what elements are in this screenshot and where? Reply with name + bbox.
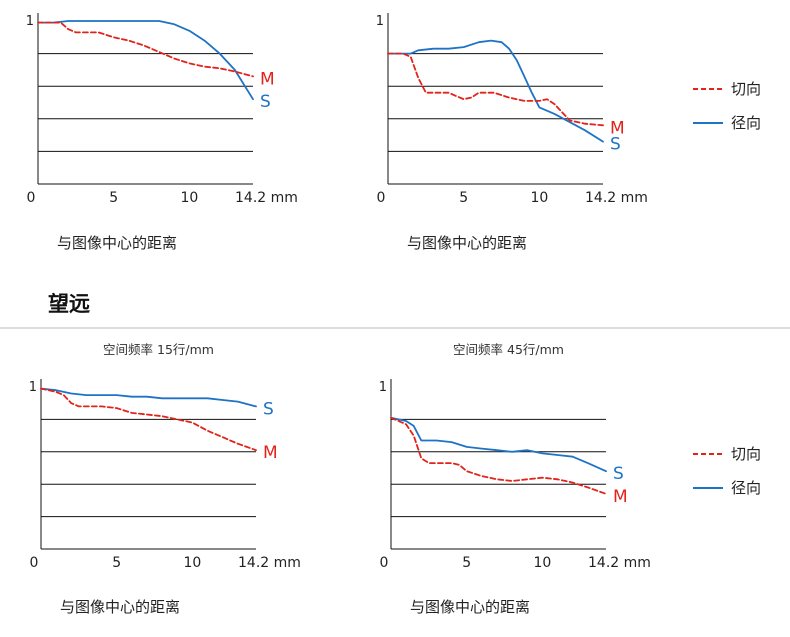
x-tick-label: 5: [109, 190, 118, 206]
sagittal-end-label: S: [260, 92, 271, 112]
x-tick-label: 10: [180, 190, 198, 206]
x-tick-label: 5: [459, 190, 468, 206]
sagittal-line: [37, 20, 254, 101]
sagittal-line: [390, 416, 607, 473]
tangential-end-label: M: [263, 443, 278, 463]
chart-subtitle: 空间频率 15行/mm: [103, 342, 214, 357]
x-tick-label: 14.2 mm: [238, 555, 301, 571]
x-axis-label: 与图像中心的距离: [57, 234, 177, 252]
x-tick-label: 5: [462, 555, 471, 571]
tangential-line: [390, 416, 607, 495]
x-tick-label: 0: [377, 190, 386, 206]
sagittal-end-label: S: [610, 135, 621, 155]
sagittal-end-label: S: [263, 399, 274, 419]
tangential-line: [37, 21, 254, 78]
tangential-end-label: M: [260, 69, 275, 89]
x-axis-label: 与图像中心的距离: [60, 598, 180, 616]
x-tick-label: 10: [183, 555, 201, 571]
sagittal-line: [387, 39, 604, 143]
x-tick-label: 14.2 mm: [235, 190, 298, 206]
sagittal-line: [40, 387, 257, 408]
x-tick-label: 0: [27, 190, 36, 206]
x-tick-label: 10: [530, 190, 548, 206]
y-tick-label: 1: [29, 380, 37, 395]
y-tick-label: 1: [26, 14, 34, 29]
x-axis-label: 与图像中心的距离: [410, 598, 530, 616]
tangential-end-label: M: [613, 487, 628, 507]
y-tick-label: 1: [379, 380, 387, 395]
tangential-line: [387, 52, 604, 127]
x-tick-label: 14.2 mm: [585, 190, 648, 206]
x-tick-label: 14.2 mm: [588, 555, 651, 571]
y-tick-label: 1: [376, 14, 384, 29]
sagittal-end-label: S: [613, 464, 624, 484]
x-tick-label: 10: [533, 555, 551, 571]
tangential-line: [40, 387, 257, 452]
x-axis-label: 与图像中心的距离: [407, 234, 527, 252]
x-tick-label: 0: [30, 555, 39, 571]
tangential-end-label: M: [610, 118, 625, 138]
x-tick-label: 0: [380, 555, 389, 571]
legend-tangential-label: 切向: [731, 445, 761, 463]
section-title: 望远: [48, 292, 90, 316]
legend-sagittal-label: 径向: [731, 114, 761, 132]
legend-sagittal-label: 径向: [731, 479, 761, 497]
chart-subtitle: 空间频率 45行/mm: [453, 342, 564, 357]
x-tick-label: 5: [112, 555, 121, 571]
legend-tangential-label: 切向: [731, 80, 761, 98]
